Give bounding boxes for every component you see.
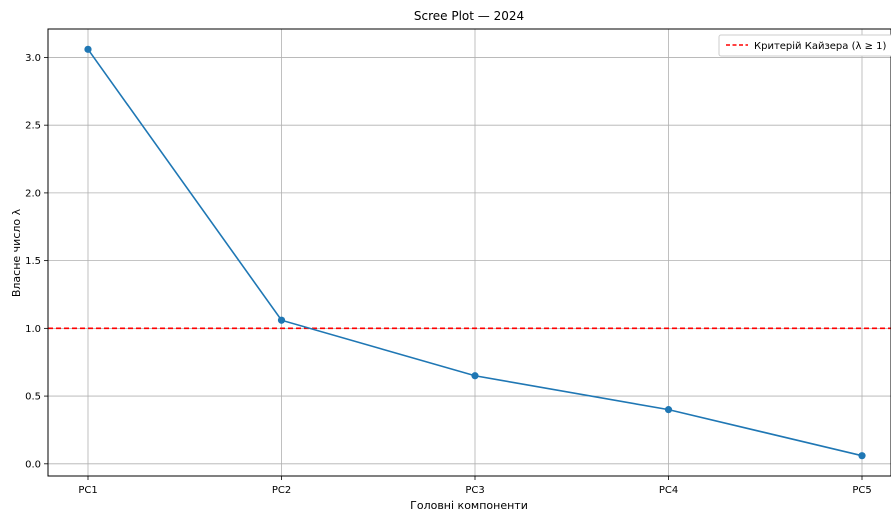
y-ticks: 0.0 0.5 1.0 1.5 2.0 2.5 3.0 bbox=[25, 53, 48, 470]
y-tick-label: 0.5 bbox=[25, 392, 41, 403]
grid bbox=[48, 29, 891, 476]
x-tick-label: PC1 bbox=[78, 485, 97, 496]
x-axis-label: Головні компоненти bbox=[410, 499, 528, 512]
y-tick-label: 1.0 bbox=[25, 324, 41, 335]
x-ticks: PC1 PC2 PC3 PC4 PC5 bbox=[78, 476, 872, 496]
x-tick-label: PC4 bbox=[659, 485, 678, 496]
x-tick-label: PC3 bbox=[465, 485, 484, 496]
legend-label-kaiser: Критерій Кайзера (λ ≥ 1) bbox=[754, 40, 886, 52]
x-tick-label: PC2 bbox=[272, 485, 291, 496]
plot-area-frame bbox=[47, 28, 891, 477]
y-axis-label: Власне число λ bbox=[10, 208, 23, 297]
y-tick-label: 1.5 bbox=[25, 256, 41, 267]
y-tick-label: 3.0 bbox=[25, 53, 41, 64]
y-tick-label: 0.0 bbox=[25, 459, 41, 470]
legend: Критерій Кайзера (λ ≥ 1) bbox=[718, 34, 891, 57]
y-tick-label: 2.0 bbox=[25, 188, 41, 199]
series-layer bbox=[84, 45, 866, 460]
eigenvalue-point bbox=[471, 372, 479, 380]
legend-box bbox=[718, 34, 891, 57]
eigenvalue-point bbox=[84, 45, 92, 53]
chart-title: Scree Plot — 2024 bbox=[414, 9, 524, 23]
eigenvalue-point bbox=[277, 316, 286, 324]
eigenvalue-point bbox=[858, 452, 866, 460]
y-tick-label: 2.5 bbox=[25, 121, 41, 132]
x-tick-label: PC5 bbox=[852, 485, 871, 496]
eigenvalue-point bbox=[664, 406, 673, 414]
